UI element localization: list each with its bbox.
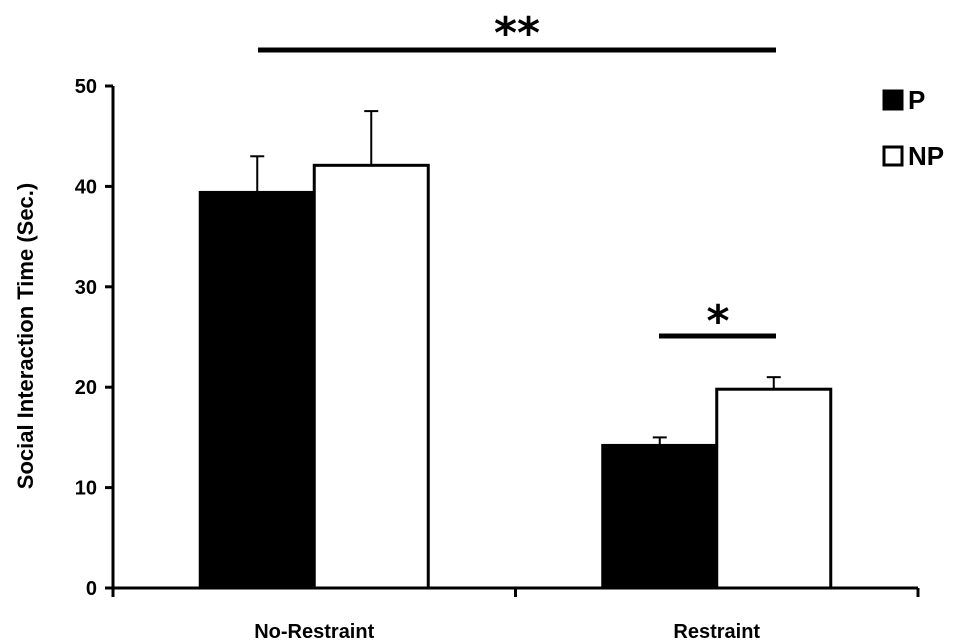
y-axis-title: Social Interaction Time (Sec.) — [13, 183, 38, 489]
y-tick-label: 10 — [75, 478, 97, 500]
y-ticks: 0 10 20 30 40 50 — [75, 76, 113, 600]
bar-p-0 — [198, 190, 316, 590]
legend-label-p: P — [908, 85, 925, 115]
x-categories: No-Restraint Restraint — [111, 588, 920, 643]
significance-label-across: ** — [494, 8, 540, 59]
bar-np-0 — [312, 163, 430, 590]
x-category-label: No-Restraint — [254, 621, 374, 643]
bars — [198, 163, 833, 590]
legend: P NP — [882, 85, 944, 171]
significance-label-within: * — [706, 296, 729, 347]
y-tick-label: 40 — [75, 176, 97, 198]
legend-label-np: NP — [908, 141, 944, 171]
error-bars — [250, 110, 781, 446]
y-tick-label: 20 — [75, 377, 97, 399]
y-tick-label: 30 — [75, 277, 97, 299]
y-tick-label: 0 — [86, 578, 97, 600]
significance-annotations: *** — [258, 8, 776, 347]
y-tick-label: 50 — [75, 76, 97, 98]
bar-p-1 — [601, 443, 719, 590]
bar-np-1 — [715, 387, 833, 590]
legend-swatch-np — [882, 145, 904, 167]
legend-swatch-p — [882, 89, 904, 111]
x-category-label: Restraint — [673, 621, 760, 643]
